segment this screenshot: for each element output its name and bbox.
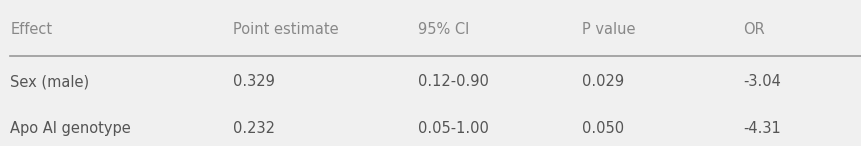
Text: 0.050: 0.050 (581, 121, 623, 136)
Text: Sex (male): Sex (male) (10, 74, 90, 89)
Text: 0.232: 0.232 (232, 121, 275, 136)
Text: P value: P value (581, 22, 635, 37)
Text: 95% CI: 95% CI (418, 22, 469, 37)
Text: -4.31: -4.31 (742, 121, 780, 136)
Text: Point estimate: Point estimate (232, 22, 338, 37)
Text: 0.329: 0.329 (232, 74, 275, 89)
Text: 0.05-1.00: 0.05-1.00 (418, 121, 488, 136)
Text: 0.029: 0.029 (581, 74, 623, 89)
Text: Apo AI genotype: Apo AI genotype (10, 121, 131, 136)
Text: OR: OR (742, 22, 764, 37)
Text: Effect: Effect (10, 22, 53, 37)
Text: 0.12-0.90: 0.12-0.90 (418, 74, 488, 89)
Text: -3.04: -3.04 (742, 74, 780, 89)
